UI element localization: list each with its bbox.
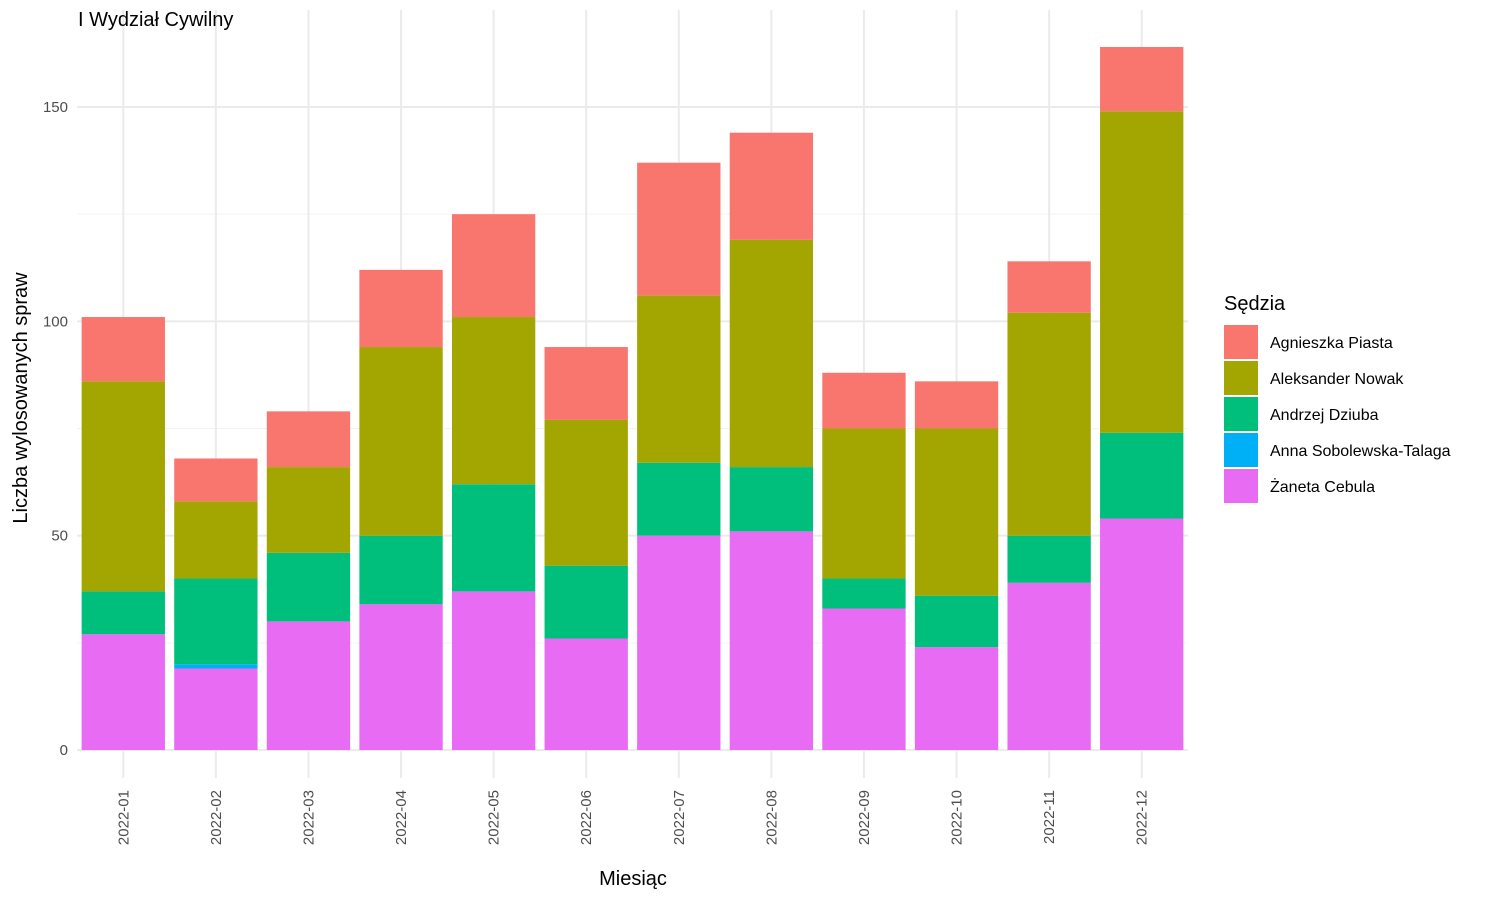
- bar-segment: [174, 578, 258, 665]
- x-tick-label: 2022-12: [1134, 790, 1151, 845]
- bar-segment: [174, 501, 258, 579]
- x-tick-label: 2022-07: [671, 790, 688, 845]
- bar-segment: [451, 317, 536, 485]
- legend-label: Agnieszka Piasta: [1270, 335, 1393, 352]
- bar-segment: [266, 621, 351, 750]
- bars: [81, 46, 1184, 750]
- bar-segment: [822, 428, 906, 579]
- bar-segment: [1007, 261, 1091, 313]
- y-tick-label: 150: [43, 99, 68, 116]
- bar-segment: [637, 162, 721, 296]
- legend-items: Agnieszka Piasta Aleksander Nowak Andrzej …: [1224, 325, 1451, 503]
- legend-swatch: [1224, 361, 1258, 395]
- x-tick-label: 2022-09: [856, 790, 873, 845]
- x-axis-title: Miesiąc: [599, 868, 667, 890]
- bar-segment: [822, 608, 906, 750]
- bar-segment: [1100, 46, 1184, 112]
- bar-segment: [359, 535, 443, 605]
- bar-segment: [1100, 518, 1184, 750]
- x-tick-label: 2022-06: [578, 790, 595, 845]
- y-tick-label: 100: [43, 313, 68, 330]
- bar-segment: [544, 565, 628, 639]
- bar-segment: [266, 467, 351, 553]
- y-tick-label: 50: [51, 528, 68, 545]
- legend-label: Andrzej Dziuba: [1270, 407, 1379, 424]
- bar-segment: [544, 347, 628, 420]
- bar-segment: [822, 578, 906, 609]
- bar-segment: [729, 467, 814, 532]
- x-tick-label: 2022-01: [115, 790, 132, 845]
- bar-segment: [544, 419, 628, 566]
- bar-segment: [359, 604, 443, 750]
- bar-segment: [81, 591, 165, 635]
- legend-swatch: [1224, 325, 1258, 359]
- bar-segment: [1007, 582, 1091, 750]
- legend-swatch: [1224, 469, 1258, 503]
- x-tick-label: 2022-11: [1041, 790, 1058, 844]
- bar-segment: [451, 591, 536, 750]
- bar-segment: [174, 458, 258, 502]
- bar-segment: [729, 132, 814, 240]
- bar-segment: [451, 484, 536, 592]
- bar-segment: [359, 347, 443, 536]
- y-axis-title: Liczba wylosowanych spraw: [10, 272, 32, 524]
- bar-segment: [914, 647, 999, 750]
- legend-swatch: [1224, 433, 1258, 467]
- bar-segment: [914, 381, 999, 429]
- bar-segment: [544, 638, 628, 750]
- bar-segment: [1100, 432, 1184, 519]
- bar-segment: [174, 668, 258, 750]
- bar-segment: [174, 664, 258, 669]
- bar-segment: [822, 372, 906, 429]
- bar-segment: [1100, 111, 1184, 433]
- bar-segment: [266, 411, 351, 468]
- bar-segment: [637, 535, 721, 750]
- bar-segment: [1007, 535, 1091, 583]
- bar-segment: [914, 595, 999, 648]
- bar-segment: [81, 317, 165, 382]
- y-axis-ticks: 0 50 100 150: [43, 99, 68, 759]
- bar-segment: [729, 239, 814, 468]
- x-tick-label: 2022-02: [208, 790, 225, 845]
- bar-segment: [637, 295, 721, 463]
- x-axis-ticks: 2022-01 2022-02 2022-03 2022-04 2022-05 2022-…: [115, 790, 1150, 845]
- bar-segment: [729, 531, 814, 750]
- bar-segment: [359, 269, 443, 348]
- chart-title: I Wydział Cywilny: [78, 9, 233, 31]
- legend-title: Sędzia: [1224, 293, 1286, 315]
- bar-segment: [1007, 312, 1091, 536]
- bar-segment: [81, 381, 165, 592]
- x-tick-label: 2022-10: [949, 790, 966, 845]
- bar-segment: [914, 428, 999, 596]
- bar-segment: [81, 634, 165, 750]
- bar-segment: [266, 552, 351, 622]
- legend-label: Anna Sobolewska-Talaga: [1270, 443, 1451, 460]
- x-tick-label: 2022-08: [763, 790, 780, 845]
- legend-label: Żaneta Cebula: [1270, 477, 1375, 496]
- legend-label: Aleksander Nowak: [1270, 371, 1404, 388]
- x-tick-label: 2022-05: [486, 790, 503, 845]
- bar-segment: [451, 214, 536, 318]
- y-tick-label: 0: [60, 742, 68, 759]
- x-tick-label: 2022-04: [393, 790, 410, 845]
- x-tick-label: 2022-03: [300, 790, 317, 845]
- bar-segment: [637, 462, 721, 536]
- legend-swatch: [1224, 397, 1258, 431]
